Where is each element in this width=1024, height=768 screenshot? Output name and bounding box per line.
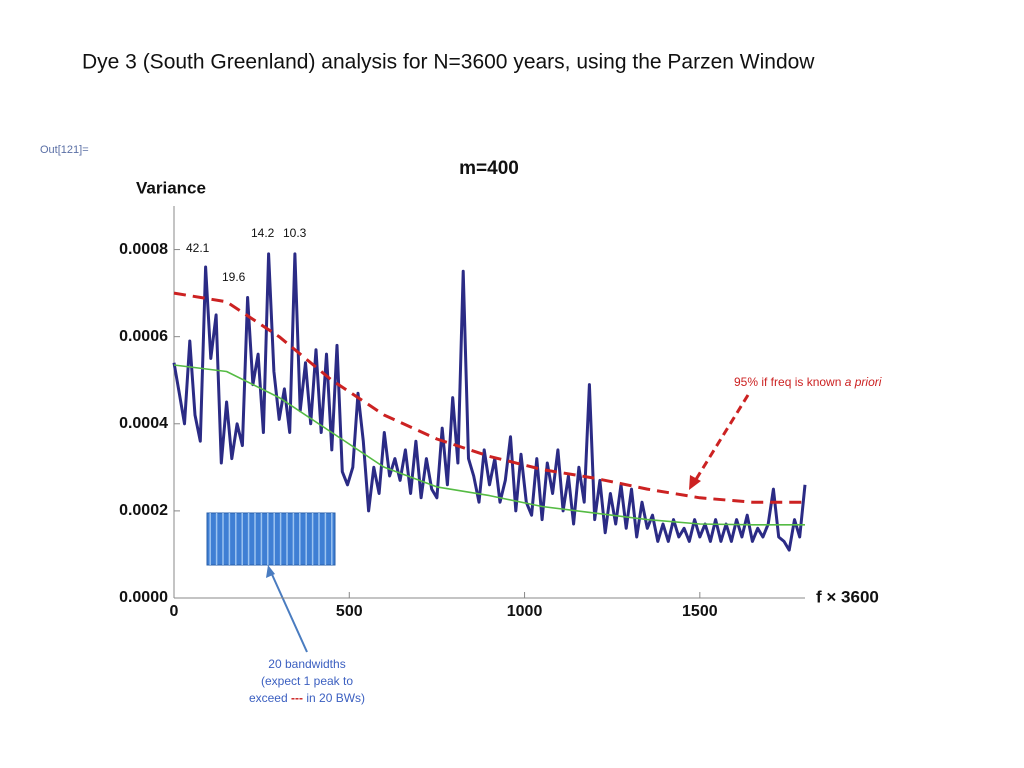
series-line [173, 364, 805, 526]
level-arrow [693, 394, 750, 482]
series-line [172, 252, 807, 552]
peak-label: 42.1 [186, 241, 210, 255]
x-tick-label: 1000 [507, 603, 543, 620]
x-tick-label: 0 [170, 603, 179, 620]
bandwidth-arrow [269, 569, 308, 653]
y-tick-label: 0.0004 [119, 415, 168, 432]
bandwidth-note: 20 bandwidths (expect 1 peak to exceed -… [249, 657, 365, 705]
chart-title: m=400 [459, 158, 519, 179]
bandwidth-box [206, 512, 336, 566]
y-tick-label: 0.0002 [119, 502, 168, 519]
note-line: 20 bandwidths [268, 657, 345, 671]
slide-title: Dye 3 (South Greenland) analysis for N=3… [82, 51, 815, 74]
cell-label: Out[121]= [40, 144, 89, 156]
x-tick-label: 500 [336, 603, 363, 620]
y-axis-label: Variance [136, 178, 206, 197]
note-line: (expect 1 peak to [261, 674, 353, 688]
peak-label: 14.2 [251, 226, 275, 240]
peak-label: 19.6 [222, 270, 246, 284]
arrow-head [689, 475, 701, 490]
level-note: 95% if freq is known a priori [734, 375, 882, 389]
series-line [173, 291, 805, 504]
y-tick-label: 0.0008 [119, 241, 168, 258]
arrow-head [266, 565, 275, 578]
x-tick-label: 1500 [682, 603, 718, 620]
peak-label: 10.3 [283, 226, 307, 240]
x-axis-label: f × 3600 [816, 587, 879, 606]
y-tick-label: 0.0000 [119, 589, 168, 606]
y-tick-label: 0.0006 [119, 328, 168, 345]
note-line: exceed --- in 20 BWs) [249, 691, 365, 705]
